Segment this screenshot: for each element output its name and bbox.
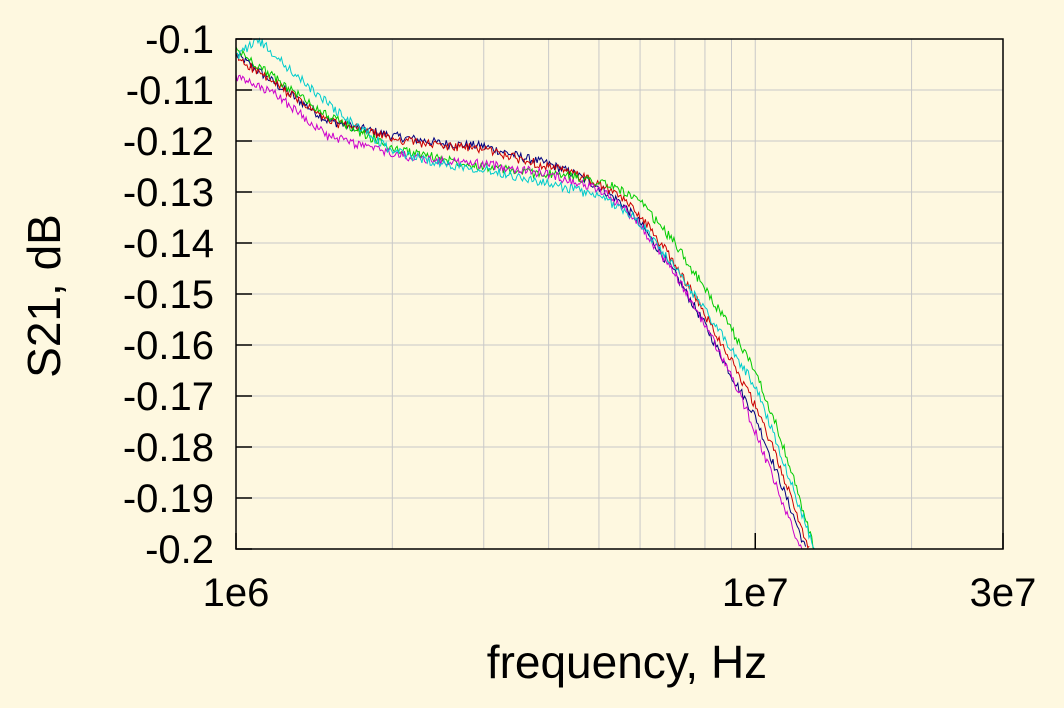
- series-line-4: [235, 74, 803, 550]
- y-tick-labels: -0.1 -0.11 -0.12 -0.13 -0.14 -0.15 -0.16 -0.17 -…: [123, 18, 214, 572]
- series-line-2: [235, 53, 810, 549]
- x-tick-label: 1e7: [722, 571, 789, 615]
- series-line-5: [235, 37, 815, 550]
- y-tick-label: -0.11: [126, 69, 214, 113]
- y-tick-label: -0.15: [123, 273, 214, 317]
- x-tick-label: 1e6: [203, 571, 270, 615]
- y-tick-label: -0.13: [123, 171, 214, 215]
- y-tick-label: -0.2: [145, 528, 214, 572]
- y-tick-label: -0.14: [123, 222, 214, 266]
- y-axis-label: S21, dB: [18, 214, 70, 378]
- y-tick-label: -0.16: [123, 324, 214, 368]
- x-axis-label: frequency, Hz: [487, 636, 767, 688]
- y-tick-label: -0.1: [145, 18, 214, 62]
- data-series: [235, 37, 815, 550]
- y-tick-label: -0.12: [123, 120, 214, 164]
- x-tick-label: 3e7: [970, 571, 1037, 615]
- y-tick-label: -0.18: [123, 426, 214, 470]
- axis-ticks: [235, 38, 1004, 550]
- y-tick-label: -0.17: [123, 375, 214, 419]
- series-line-1: [235, 51, 807, 547]
- y-tick-label: -0.19: [123, 477, 214, 521]
- x-tick-labels: 1e6 1e7 3e7: [203, 571, 1037, 615]
